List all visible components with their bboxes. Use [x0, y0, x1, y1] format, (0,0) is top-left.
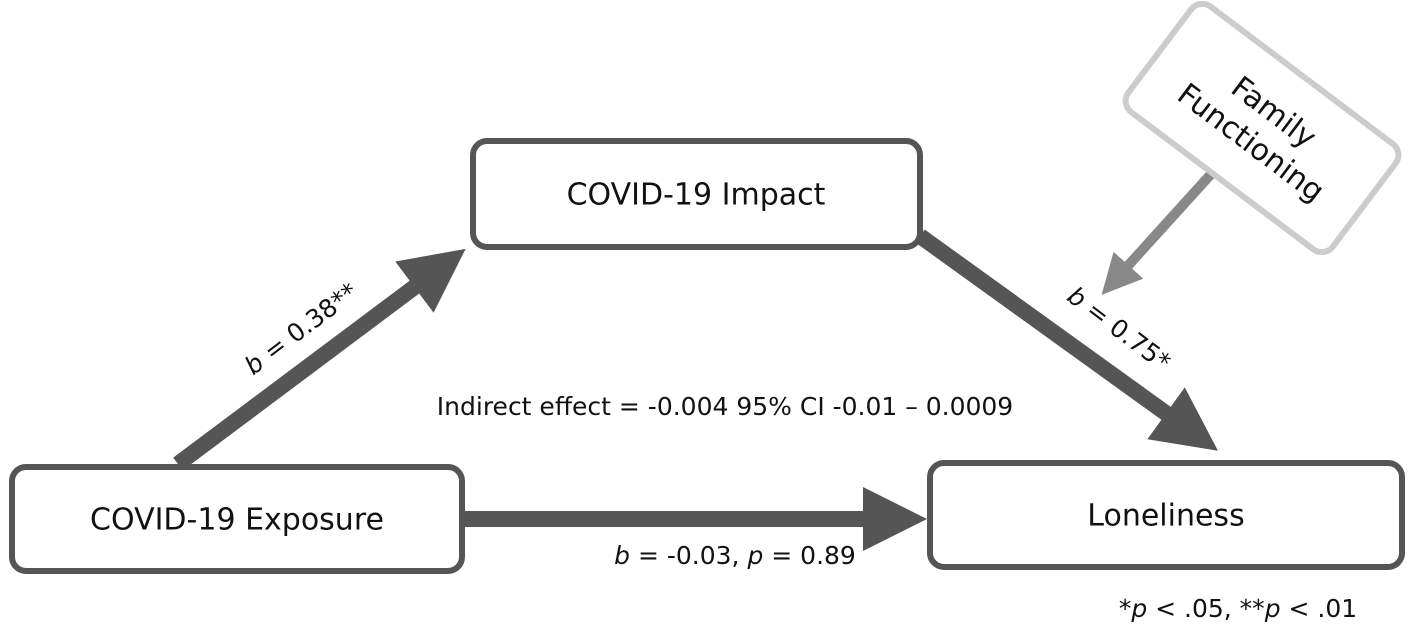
label-part: = 0.38** [252, 277, 363, 371]
node-box [927, 460, 1405, 570]
node-box [1122, 0, 1402, 256]
node-label: Loneliness [1087, 499, 1244, 534]
node-label: COVID-19 Exposure [90, 503, 384, 538]
node-label: COVID-19 Impact [567, 178, 826, 213]
edge-label: b = 0.75* [1062, 281, 1176, 377]
label-part: p [1130, 594, 1147, 623]
node-box [9, 464, 465, 574]
label-part: = 0.89 [763, 541, 856, 570]
label-part: b [614, 541, 630, 570]
arrow [915, 229, 1218, 451]
edge-label: b = -0.03, p = 0.89 [614, 541, 856, 570]
label-part: p [1264, 594, 1281, 623]
label-part: < .05, ** [1147, 594, 1265, 623]
label-part: < .01 [1281, 594, 1358, 623]
label-part: = -0.03, [630, 541, 747, 570]
moderator-arrow [1101, 158, 1226, 295]
arrow [173, 248, 466, 471]
node-box [470, 138, 923, 250]
moderator: Family Functioning [1122, 0, 1402, 256]
label-part: * [1119, 594, 1132, 623]
significance-note: *p < .05, **p < .01 [1119, 594, 1357, 623]
indirect-effect: Indirect effect = -0.004 95% CI -0.01 – … [437, 392, 1013, 421]
label-part: p [746, 541, 763, 570]
